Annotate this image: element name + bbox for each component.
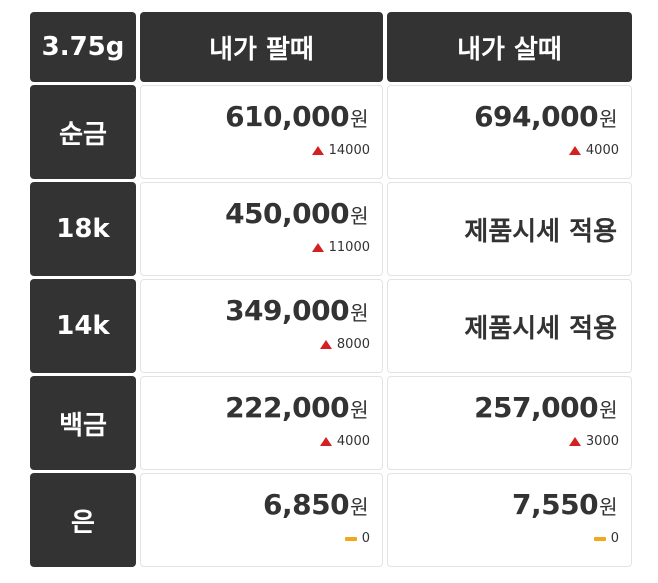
price-unit: 원 <box>350 398 368 422</box>
change: 0 <box>344 531 370 546</box>
change: 3000 <box>568 434 619 449</box>
price: 450,000원 <box>225 197 368 230</box>
up-icon <box>319 340 332 349</box>
price-value: 694,000 <box>474 100 599 133</box>
change-value: 3000 <box>585 434 619 449</box>
header-cell: 내가 살때 <box>387 12 632 82</box>
price-unit: 원 <box>350 495 368 519</box>
price-cell: 6,850원 0 <box>140 473 383 567</box>
row-label: 백금 <box>30 376 136 470</box>
price-cell: 349,000원 8000 <box>140 279 383 373</box>
price: 257,000원 <box>474 391 617 424</box>
price-unit: 원 <box>599 398 617 422</box>
header-cell: 3.75g <box>30 12 136 82</box>
price: 349,000원 <box>225 294 368 327</box>
change: 4000 <box>319 434 370 449</box>
price-value: 349,000 <box>225 294 350 327</box>
header-cell: 내가 팔때 <box>140 12 383 82</box>
price-value: 610,000 <box>225 100 350 133</box>
flat-icon <box>344 536 357 541</box>
price-cell: 450,000원 11000 <box>140 182 383 276</box>
price-cell: 257,000원 3000 <box>387 376 632 470</box>
price-value: 7,550 <box>512 488 599 521</box>
price-cell: 제품시세 적용 <box>387 182 632 276</box>
price-unit: 원 <box>599 495 617 519</box>
change: 0 <box>593 531 619 546</box>
price: 222,000원 <box>225 391 368 424</box>
price: 610,000원 <box>225 100 368 133</box>
price-cell: 제품시세 적용 <box>387 279 632 373</box>
price: 694,000원 <box>474 100 617 133</box>
change-value: 8000 <box>336 337 370 352</box>
price: 7,550원 <box>512 488 617 521</box>
price-value: 222,000 <box>225 391 350 424</box>
price: 6,850원 <box>263 488 368 521</box>
note-text: 제품시세 적용 <box>464 216 617 247</box>
price-table: 3.75g 내가 팔때 내가 살때 순금 610,000원 14000 694,000원 40… <box>30 12 632 567</box>
change: 11000 <box>311 240 370 255</box>
flat-icon <box>593 536 606 541</box>
change-value: 14000 <box>328 143 370 158</box>
row-label: 14k <box>30 279 136 373</box>
change: 14000 <box>311 143 370 158</box>
change-value: 0 <box>361 531 370 546</box>
note-text: 제품시세 적용 <box>464 313 617 344</box>
change-value: 11000 <box>328 240 370 255</box>
up-icon <box>311 146 324 155</box>
up-icon <box>568 437 581 446</box>
price-value: 450,000 <box>225 197 350 230</box>
change-value: 0 <box>610 531 619 546</box>
price-cell: 7,550원 0 <box>387 473 632 567</box>
change: 4000 <box>568 143 619 158</box>
price-unit: 원 <box>599 107 617 131</box>
price-value: 6,850 <box>263 488 350 521</box>
up-icon <box>311 243 324 252</box>
up-icon <box>319 437 332 446</box>
change: 8000 <box>319 337 370 352</box>
price-cell: 694,000원 4000 <box>387 85 632 179</box>
price-cell: 610,000원 14000 <box>140 85 383 179</box>
price-unit: 원 <box>350 107 368 131</box>
row-label: 은 <box>30 473 136 567</box>
change-value: 4000 <box>585 143 619 158</box>
price-value: 257,000 <box>474 391 599 424</box>
price-unit: 원 <box>350 301 368 325</box>
price-unit: 원 <box>350 204 368 228</box>
up-icon <box>568 146 581 155</box>
price-cell: 222,000원 4000 <box>140 376 383 470</box>
row-label: 18k <box>30 182 136 276</box>
row-label: 순금 <box>30 85 136 179</box>
change-value: 4000 <box>336 434 370 449</box>
